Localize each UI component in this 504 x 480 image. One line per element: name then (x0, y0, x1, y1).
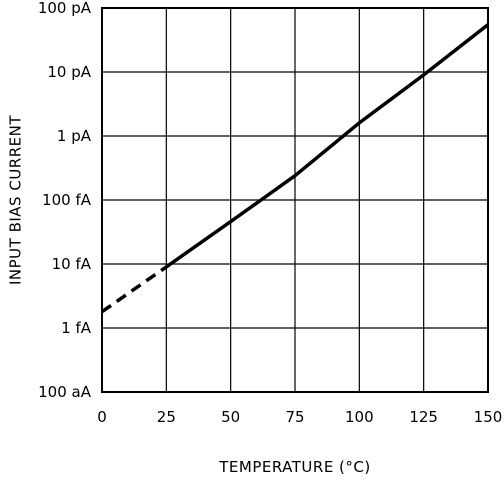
y-tick-label: 10 pA (47, 63, 91, 81)
y-axis-label: INPUT BIAS CURRENT (7, 115, 25, 285)
series-group (100, 23, 490, 314)
y-tick-label: 100 pA (38, 0, 92, 17)
series-line-solid (165, 23, 490, 269)
y-tick-label: 100 fA (42, 191, 92, 209)
x-tick-label: 100 (345, 408, 374, 426)
y-tick-labels: 100 aA 1 fA 10 fA 100 fA 1 pA 10 pA 100 pA (38, 0, 92, 401)
plot-area (101, 7, 489, 393)
x-axis-label: TEMPERATURE (°C) (218, 458, 371, 476)
x-tick-label: 0 (97, 408, 107, 426)
x-tick-label: 50 (221, 408, 240, 426)
grid (101, 7, 489, 393)
y-tick-label: 10 fA (52, 255, 92, 273)
series-line-dashed (100, 265, 168, 314)
y-tick-label: 100 aA (38, 383, 92, 401)
x-tick-label: 150 (474, 408, 503, 426)
x-tick-label: 75 (285, 408, 304, 426)
x-tick-label: 125 (409, 408, 438, 426)
x-tick-label: 25 (157, 408, 176, 426)
y-tick-label: 1 fA (61, 319, 92, 337)
x-tick-labels: 0 25 50 75 100 125 150 (97, 408, 502, 426)
y-tick-label: 1 pA (57, 127, 92, 145)
